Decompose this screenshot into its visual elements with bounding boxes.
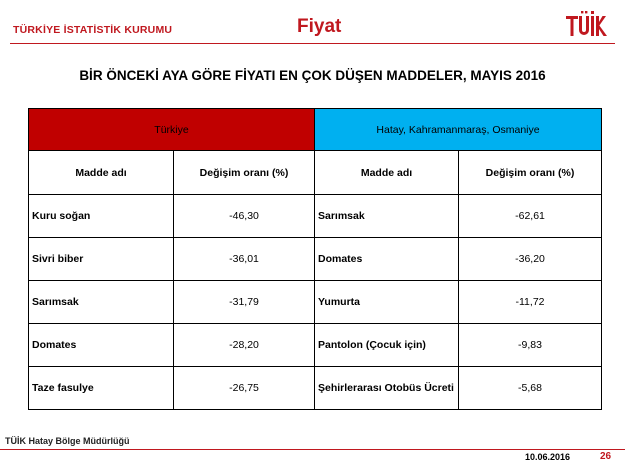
item-name: Sivri biber [28,237,174,281]
footer-date: 10.06.2016 [525,452,571,462]
column-header: Madde adı [314,150,459,195]
footer-divider [0,449,625,450]
change-rate: -5,68 [457,366,603,410]
column-header: Değişim oranı (%) [173,150,315,195]
table-row: Domates -28,20 Pantolon (Çocuk için) -9,… [28,323,603,367]
change-rate: -26,75 [173,366,315,410]
region-header-turkiye: Türkiye [28,108,315,151]
change-rate: -36,20 [457,237,603,281]
table-row: Kuru soğan -46,30 Sarımsak -62,61 [28,194,603,238]
item-name: Sarımsak [28,280,174,324]
item-name: Şehirlerarası Otobüs Ücreti [314,366,459,410]
table-row: Sarımsak -31,79 Yumurta -11,72 [28,280,603,324]
section-title: Fiyat [297,16,342,37]
item-name: Domates [28,323,174,367]
page-title: BİR ÖNCEKİ AYA GÖRE FİYATI EN ÇOK DÜŞEN … [79,68,546,83]
column-header: Değişim oranı (%) [457,150,603,195]
footer-office: TÜİK Hatay Bölge Müdürlüğü [5,436,130,446]
change-rate: -28,20 [173,323,315,367]
change-rate: -11,72 [457,280,603,324]
item-name: Yumurta [314,280,459,324]
table-row: Sivri biber -36,01 Domates -36,20 [28,237,603,281]
change-rate: -31,79 [173,280,315,324]
item-name: Pantolon (Çocuk için) [314,323,459,367]
change-rate: -46,30 [173,194,315,238]
change-rate: -36,01 [173,237,315,281]
org-name: TÜRKİYE İSTATİSTİK KURUMU [13,24,173,36]
column-header-row: Madde adı Değişim oranı (%) Madde adı De… [28,150,603,195]
tuik-logo-icon [566,11,607,36]
region-header-hatay: Hatay, Kahramanmaraş, Osmaniye [313,108,603,151]
column-header: Madde adı [28,150,174,195]
header-divider [10,43,615,44]
item-name: Taze fasulye [28,366,174,410]
item-name: Sarımsak [314,194,459,238]
change-rate: -9,83 [457,323,603,367]
region-header-row: Türkiye Hatay, Kahramanmaraş, Osmaniye [28,108,603,151]
item-name: Domates [314,237,459,281]
page-number: 26 [600,451,612,462]
item-name: Kuru soğan [28,194,174,238]
change-rate: -62,61 [457,194,603,238]
table-row: Taze fasulye -26,75 Şehirlerarası Otobüs… [28,366,603,410]
price-change-table: Türkiye Hatay, Kahramanmaraş, Osmaniye M… [28,108,603,410]
